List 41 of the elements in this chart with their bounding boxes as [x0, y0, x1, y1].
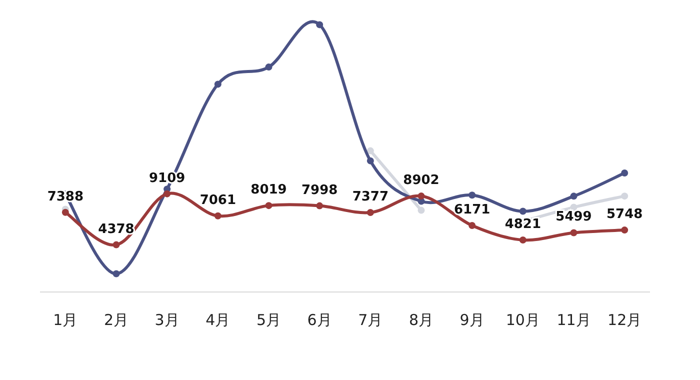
point: [468, 192, 476, 199]
x-tick-label: 3月: [154, 311, 180, 329]
x-tick-label: 11月: [556, 311, 591, 329]
point: [316, 202, 324, 210]
x-tick-label: 10月: [506, 311, 540, 329]
data-label: 7377: [352, 189, 389, 204]
data-label: 5748: [606, 207, 643, 222]
data-label: 7061: [200, 192, 236, 208]
point: [214, 212, 222, 220]
point: [621, 226, 628, 234]
point: [112, 241, 120, 248]
x-tick-label: 2月: [104, 311, 129, 329]
point: [112, 270, 120, 278]
point: [265, 64, 272, 71]
data-label: 8019: [250, 182, 287, 198]
point: [164, 190, 171, 198]
point: [519, 208, 526, 215]
point: [62, 208, 69, 216]
data-label: 4821: [504, 217, 542, 232]
x-tick-label: 9月: [460, 311, 484, 329]
data-label: 5499: [556, 210, 592, 225]
point: [316, 21, 324, 28]
point: [265, 202, 272, 210]
x-tick-label: 7月: [358, 311, 383, 329]
x-tick-label: 1月: [53, 311, 78, 329]
data-label: 4378: [98, 222, 134, 237]
point: [570, 192, 578, 200]
point: [570, 229, 578, 236]
point: [468, 222, 476, 229]
x-tick-label: 4月: [206, 311, 230, 329]
data-label: 7998: [301, 182, 338, 198]
data-label: 8902: [403, 173, 440, 188]
point: [214, 80, 222, 88]
point: [519, 236, 526, 244]
x-tick-label: 5月: [256, 311, 282, 329]
x-tick-label: 12月: [608, 311, 642, 329]
x-tick-label: 6月: [307, 311, 332, 329]
point: [621, 170, 628, 177]
x-tick-label: 8月: [408, 311, 434, 329]
point: [621, 192, 628, 200]
data-label: 6171: [454, 202, 490, 218]
